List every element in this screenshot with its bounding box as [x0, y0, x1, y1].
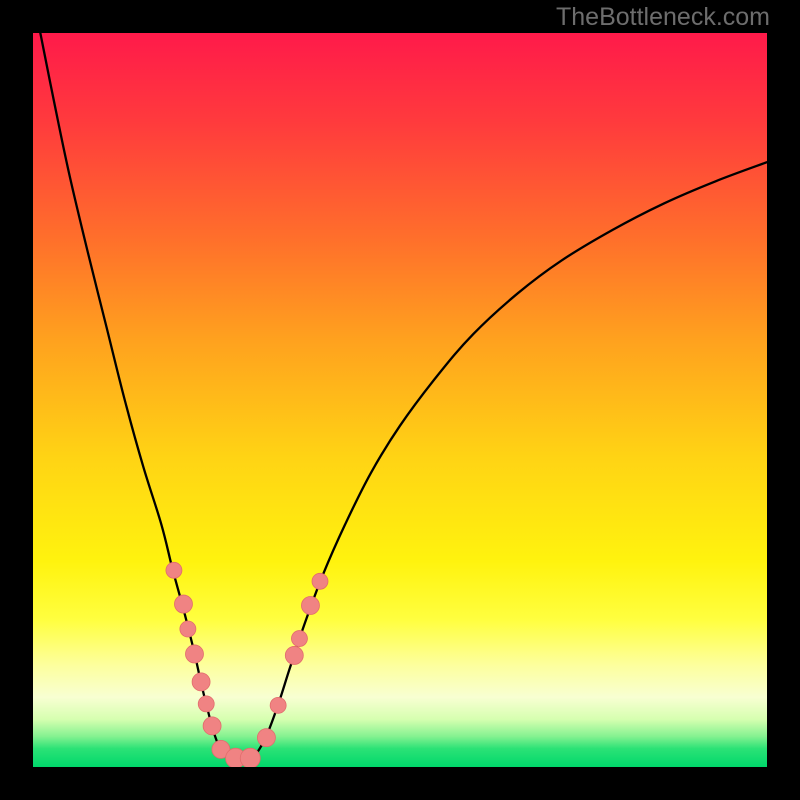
watermark-text: TheBottleneck.com [556, 3, 770, 32]
scatter-dot [257, 729, 275, 747]
scatter-dot [240, 748, 260, 767]
scatter-dot [291, 631, 307, 647]
scatter-dot [285, 646, 303, 664]
scatter-dot [166, 562, 182, 578]
scatter-dot [203, 717, 221, 735]
chart-svg [33, 33, 767, 767]
scatter-dot [301, 597, 319, 615]
chart-plot-area [33, 33, 767, 767]
scatter-dot [192, 673, 210, 691]
scatter-dot [174, 595, 192, 613]
scatter-dot [270, 697, 286, 713]
scatter-dot [180, 621, 196, 637]
scatter-dot [312, 573, 328, 589]
scatter-dot [198, 696, 214, 712]
scatter-dot [185, 645, 203, 663]
gradient-background [33, 33, 767, 767]
